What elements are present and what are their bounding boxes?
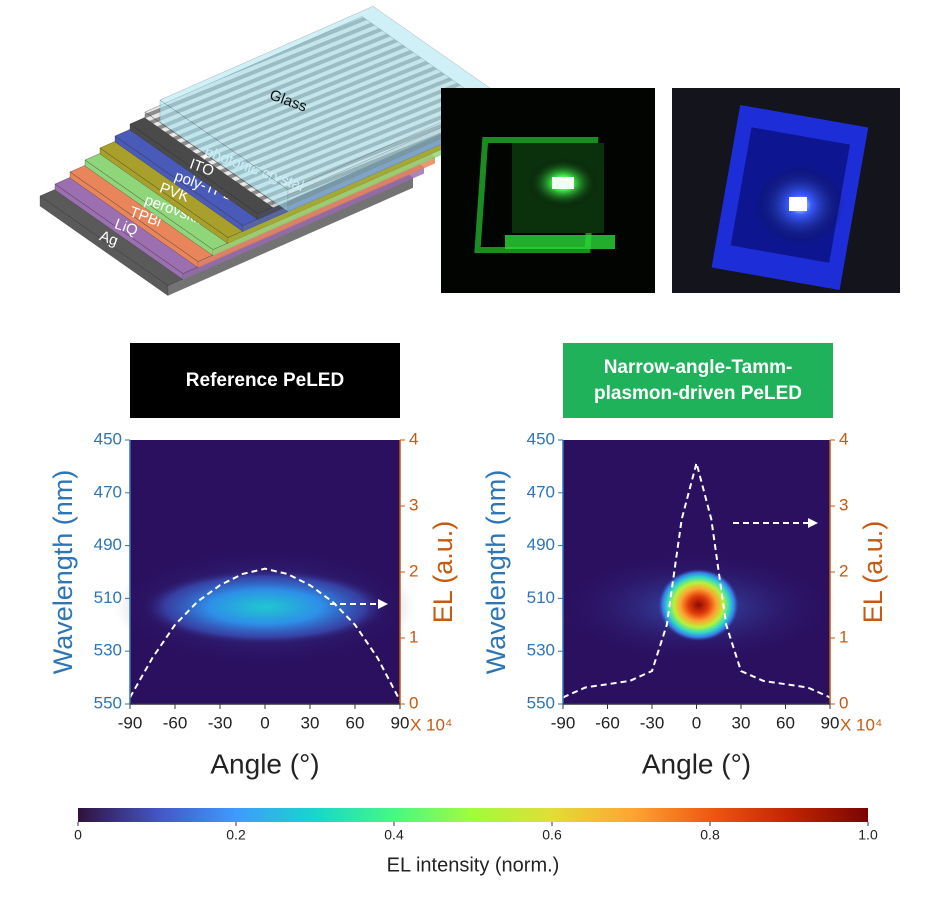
layer-side <box>198 157 435 268</box>
charts: Reference PeLED-90 -60 -30 0 30 60 90450470490… <box>48 343 888 779</box>
y-tick-label: 550 <box>94 693 122 712</box>
title-box <box>563 343 833 418</box>
colorbar-label: EL intensity (norm.) <box>387 854 560 876</box>
colorbar-tick-label: 1.0 <box>858 827 878 843</box>
x-tick-label: 0 <box>260 713 269 732</box>
y-tick-label: 490 <box>527 535 555 554</box>
y2-tick-label: 4 <box>409 429 418 448</box>
y2-axis-label: EL (a.u.) <box>428 521 458 624</box>
heatmap-emission <box>658 569 739 641</box>
y-tick-label: 550 <box>527 693 555 712</box>
x-tick-label: 0 <box>692 713 701 732</box>
title-box <box>130 343 400 418</box>
photo-blue <box>672 88 900 293</box>
colorbar-gradient <box>78 808 868 822</box>
x-tick-label: 60 <box>346 713 365 732</box>
photo-green <box>441 88 655 293</box>
colorbar-tick-label: 0.2 <box>226 827 246 843</box>
y-tick-label: 450 <box>94 429 122 448</box>
y2-scale-label: X 10⁴ <box>840 715 882 734</box>
layer-side <box>228 136 457 244</box>
colorbar: 0 0.2 0.4 0.6 0.8 1.0 EL intensity (norm.) <box>74 808 878 876</box>
y-tick-label: 450 <box>527 429 555 448</box>
x-tick-label: -60 <box>595 713 620 732</box>
x-tick-label: -30 <box>640 713 665 732</box>
x-tick-label: 60 <box>776 713 795 732</box>
colorbar-tick-label: 0 <box>74 827 82 843</box>
y2-tick-label: 3 <box>839 495 848 514</box>
y2-axis-label: EL (a.u.) <box>858 521 888 624</box>
y2-tick-label: 0 <box>409 693 418 712</box>
chart-title: Narrow-angle-Tamm-plasmon-driven PeLED <box>594 356 802 404</box>
el-curve <box>129 567 401 702</box>
colorbar-tick-label: 0.8 <box>700 827 720 843</box>
layer-side <box>213 147 446 256</box>
heatmap-emission <box>140 569 390 645</box>
x-axis-label: Angle (°) <box>642 748 751 779</box>
colorbar-tick-label: 0.6 <box>542 827 562 843</box>
y-tick-label: 490 <box>94 535 122 554</box>
y-axis-label: Wavelength (nm) <box>481 470 511 675</box>
y-tick-label: 470 <box>94 482 122 501</box>
layer-side <box>168 177 413 296</box>
colorbar-tick-label: 0.4 <box>384 827 404 843</box>
x-tick-label: -30 <box>208 713 233 732</box>
y-tick-label: 510 <box>94 588 122 607</box>
arrow-head <box>808 518 818 528</box>
layer-side <box>183 167 424 280</box>
x-axis-label: Angle (°) <box>210 748 319 779</box>
x-tick-label: 90 <box>391 713 410 732</box>
y2-tick-label: 2 <box>839 561 848 580</box>
y2-tick-label: 0 <box>839 693 848 712</box>
layer-label: Ag <box>97 228 120 250</box>
y-tick-label: 470 <box>527 482 555 501</box>
x-tick-label: 30 <box>301 713 320 732</box>
x-tick-label: -90 <box>118 713 143 732</box>
el-curve <box>562 459 831 699</box>
y-tick-label: 530 <box>527 641 555 660</box>
y2-tick-label: 2 <box>409 561 418 580</box>
x-tick-label: 30 <box>732 713 751 732</box>
arrow-head <box>378 599 388 609</box>
y2-tick-label: 1 <box>839 627 848 646</box>
y-axis-label: Wavelength (nm) <box>48 470 78 675</box>
x-tick-label: -60 <box>163 713 188 732</box>
y2-tick-label: 3 <box>409 495 418 514</box>
y2-tick-label: 1 <box>409 627 418 646</box>
title-wrap: Reference PeLED <box>185 369 345 391</box>
y-tick-label: 530 <box>94 641 122 660</box>
x-tick-label: -90 <box>551 713 576 732</box>
x-tick-label: 90 <box>821 713 840 732</box>
y-tick-label: 510 <box>527 588 555 607</box>
title-wrap: Narrow-angle-Tamm-plasmon-driven PeLED <box>594 356 802 404</box>
device-stack: AgLiQTPBiperovskitePVKpoly-TPDITOphotoni… <box>39 6 502 296</box>
y2-scale-label: X 10⁴ <box>410 715 452 734</box>
chart-title: Reference PeLED <box>185 369 345 391</box>
y2-tick-label: 4 <box>839 429 848 448</box>
